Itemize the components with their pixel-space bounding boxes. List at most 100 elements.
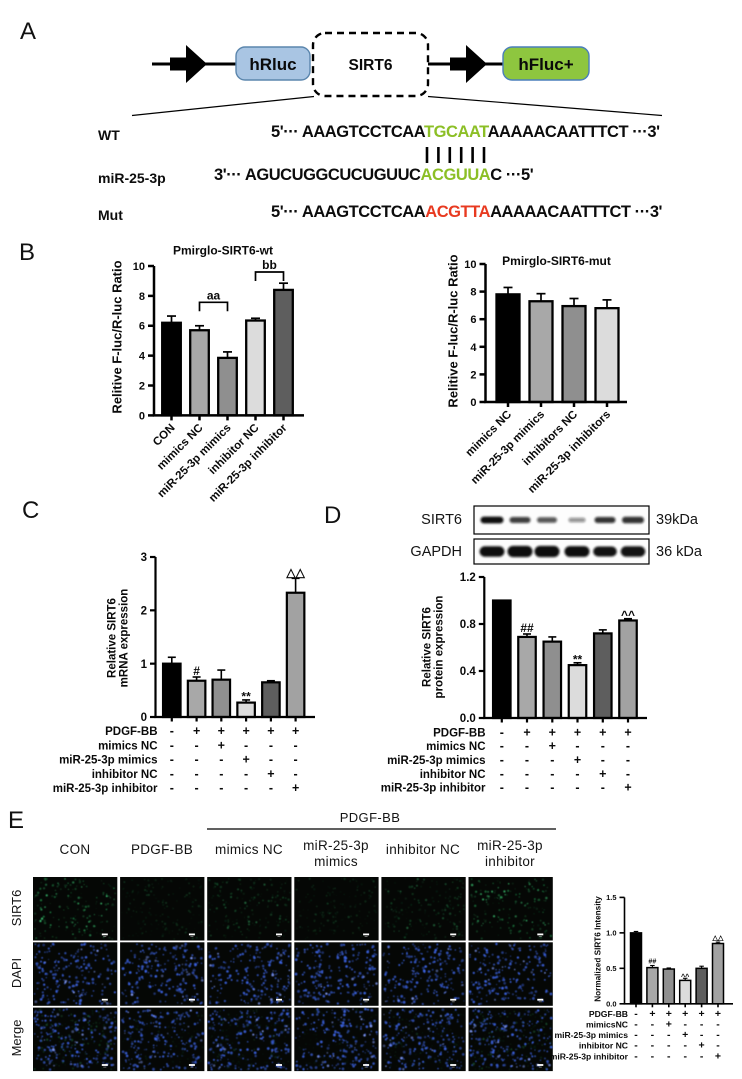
- design-cell: -: [170, 781, 174, 795]
- micro-dots: [470, 878, 553, 940]
- micro-dots: [382, 1008, 465, 1071]
- micro-dots: [33, 942, 117, 1006]
- design-cell: -: [550, 781, 554, 795]
- design-cell: +: [699, 1008, 705, 1020]
- chart-title-b_mut: Pmirglo-SIRT6-mut: [502, 254, 611, 268]
- micro-scale-bar: [363, 933, 370, 936]
- design-cell: +: [574, 725, 581, 739]
- seq-mut-suffix: AAAAACAATTTCT ···3': [490, 203, 663, 221]
- design-cell: -: [500, 781, 504, 795]
- microscopy-col-con: CON: [59, 842, 91, 857]
- bar-e_intensity-3: [678, 979, 692, 1005]
- micro-scale-bar: [276, 933, 282, 936]
- micro-cell-Merge-2: [207, 1007, 292, 1072]
- design-cell: -: [170, 753, 174, 767]
- design-cell: -: [170, 738, 174, 752]
- seq-mir-binding-site: ACGUUA: [420, 165, 491, 184]
- microscopy-col-pdgf: PDGF-BB: [130, 842, 194, 857]
- micro-cell-Merge-5: [468, 1007, 553, 1072]
- micro-cell-Merge-0: [33, 1007, 118, 1072]
- sig-d_protein-3: **: [573, 652, 583, 666]
- panel-c-label: C: [22, 496, 40, 524]
- design-cell: +: [599, 725, 606, 739]
- micro-scale-text: [277, 936, 281, 937]
- design-cell: +: [549, 739, 556, 753]
- bar-b_wt-4: [273, 288, 294, 417]
- design-cell: -: [651, 1051, 655, 1063]
- microscopy-col-mimics: miR-25-3p mimics: [303, 838, 369, 870]
- blot-band: [594, 517, 616, 523]
- y-tick-label: 0: [470, 397, 476, 409]
- design-cell: -: [700, 1051, 704, 1063]
- bar-b_wt-1: [189, 329, 210, 417]
- y-tick-label: 0.0: [460, 713, 476, 725]
- design-cell: +: [193, 724, 200, 738]
- micro-cell-SIRT6-0: [33, 877, 118, 941]
- micro-scale-text: [451, 1066, 455, 1068]
- blot-sirt6-label: SIRT6: [421, 512, 462, 528]
- design-cell: -: [550, 753, 554, 767]
- design-row-label: mimics NC: [98, 740, 157, 752]
- micro-scale-bar: [101, 1064, 108, 1066]
- micro-scale-text: [538, 1001, 542, 1003]
- micro-cell-DAPI-3: [294, 942, 379, 1006]
- design-cell: +: [624, 725, 631, 739]
- micro-dots: [295, 877, 377, 940]
- design-row-label: inhibitor NC: [579, 1041, 628, 1051]
- bar-e_intensity-4: [695, 967, 708, 1005]
- micro-scale-text: [364, 936, 368, 937]
- design-cell: -: [601, 781, 605, 795]
- hfluc-box: [502, 46, 590, 81]
- blot-band: [537, 517, 557, 523]
- blot-band: [479, 546, 505, 557]
- western-blot: [473, 505, 650, 565]
- micro-cell-bg: [120, 942, 205, 1006]
- design-cell: -: [683, 1051, 687, 1063]
- y-tick-label: 1.5: [606, 893, 616, 902]
- design-cell: -: [525, 753, 529, 767]
- y-tick-label: 3: [141, 552, 147, 564]
- microscopy-col-mimicsnc: mimics NC: [215, 842, 283, 857]
- design-cell: +: [523, 725, 530, 739]
- micro-cell-bg: [294, 877, 379, 941]
- blot-band: [564, 546, 590, 557]
- seq-row-mut: 5'··· AAAGTCCTCAAACGTTAAAAAACAATTTCT ···…: [271, 204, 662, 221]
- design-cell: -: [525, 739, 529, 753]
- micro-dots: [382, 943, 465, 1006]
- seq-row-wt-label: WT: [98, 127, 120, 143]
- micro-dots: [121, 942, 204, 1005]
- bar-b_wt-3: [245, 319, 266, 417]
- hrluc-box: [235, 46, 311, 81]
- sig-e_intensity-3: ^^: [681, 972, 690, 981]
- blot-band: [568, 517, 586, 523]
- design-cell: +: [666, 1008, 672, 1020]
- design-cell: +: [267, 767, 274, 781]
- promoter-arrow-stem: [450, 57, 467, 71]
- micro-cell-DAPI-2: [207, 942, 292, 1006]
- micro-scale-bar: [188, 998, 195, 1001]
- design-cell: -: [294, 753, 298, 767]
- seq-mut-binding-site: ACGTTA: [425, 203, 491, 221]
- bar-d_protein-3: [567, 664, 588, 720]
- micro-dots: [33, 877, 116, 941]
- y-tick-label: 1.0: [606, 929, 616, 938]
- micro-cell-SIRT6-4: [381, 877, 466, 941]
- design-cell: -: [500, 753, 504, 767]
- blot-band: [509, 517, 531, 523]
- microscopy-col-inhibitor: miR-25-3p inhibitor: [477, 838, 543, 870]
- micro-scale-text: [277, 1001, 281, 1003]
- y-tick-label: 0.5: [606, 964, 616, 973]
- seq-row-mut-label: Mut: [98, 207, 123, 223]
- micro-cell-DAPI-0: [33, 942, 118, 1006]
- design-row-label: miR-25-3p inhibitor: [381, 783, 486, 795]
- design-cell: +: [549, 725, 556, 739]
- bar-c_mrna-5: [285, 591, 306, 719]
- micro-cell-SIRT6-2: [207, 877, 292, 941]
- sig-e_intensity-5: △△: [711, 933, 724, 942]
- micro-cell-SIRT6-1: [120, 877, 205, 941]
- micro-cell-DAPI-1: [120, 942, 205, 1006]
- design-cell: -: [500, 725, 504, 739]
- y-axis-label: Relitive F-luc/R-luc Ratio: [446, 254, 461, 407]
- design-cell: +: [666, 1019, 672, 1031]
